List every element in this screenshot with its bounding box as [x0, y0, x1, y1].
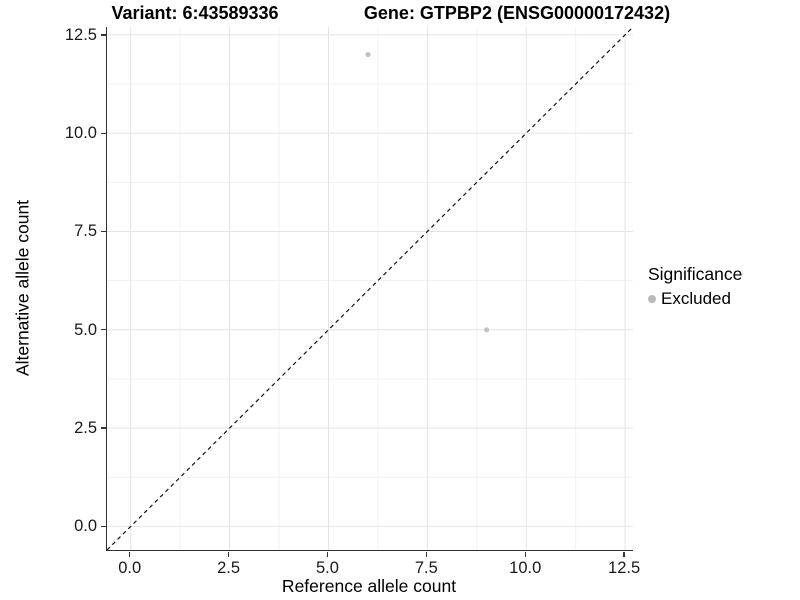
y-tick-mark — [101, 427, 106, 429]
legend-item-label: Excluded — [661, 289, 731, 308]
x-tick-label: 7.5 — [414, 559, 438, 577]
y-tick-label: 10.0 — [64, 124, 97, 143]
y-tick-mark — [101, 230, 106, 233]
y-tick-label: 5.0 — [74, 320, 97, 339]
x-tick-label: 5.0 — [316, 559, 339, 577]
y-tick-mark — [101, 329, 106, 331]
legend-title: Significance — [648, 264, 743, 284]
x-tick-mark — [425, 551, 428, 557]
y-tick-mark — [101, 132, 106, 134]
x-tick-label: 10.0 — [509, 559, 542, 577]
x-tick-mark — [623, 551, 625, 557]
x-tick-label: 12.5 — [608, 559, 641, 577]
x-tick-mark — [129, 551, 131, 557]
data-point — [365, 51, 371, 58]
y-tick-label: 7.5 — [74, 222, 97, 241]
y-tick-label: 0.0 — [74, 517, 97, 536]
data-point — [484, 327, 490, 333]
plot-title-variant: Variant: 6:43589336 — [111, 3, 279, 23]
legend-item-excluded: Excluded — [648, 289, 742, 309]
plot-title-gene: Gene: GTPBP2 (ENSG00000172432) — [363, 3, 671, 23]
y-tick-mark — [101, 34, 106, 36]
legend: Significance Excluded — [648, 264, 742, 309]
x-tick-mark — [524, 551, 526, 557]
y-tick-label: 12.5 — [64, 25, 97, 44]
x-tick-label: 2.5 — [217, 559, 241, 577]
plot-panel — [106, 27, 633, 551]
y-tick-mark — [101, 525, 106, 528]
x-axis-title: Reference allele count — [281, 576, 457, 596]
plot-canvas — [107, 27, 633, 550]
y-axis-title: Alternative allele count — [12, 199, 33, 377]
x-tick-mark — [326, 551, 329, 557]
identity-reference-line — [107, 27, 633, 550]
y-tick-label: 2.5 — [74, 419, 97, 438]
x-tick-mark — [228, 551, 230, 557]
legend-point-swatch-icon — [648, 295, 656, 303]
x-tick-label: 0.0 — [118, 559, 142, 577]
